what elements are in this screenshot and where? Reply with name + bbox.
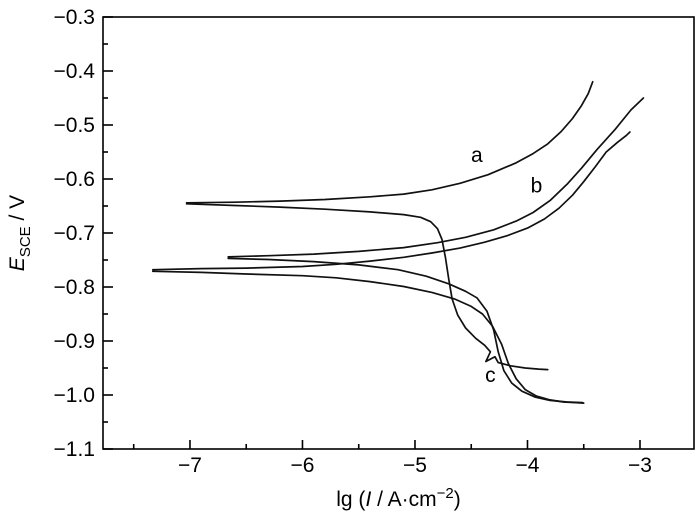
curve-b-anodic (227, 97, 645, 258)
x-tick-label: −7 (178, 454, 202, 477)
y-axis-title: ESCE / V (6, 195, 34, 271)
curve-label-b: b (531, 174, 543, 197)
y-tick-label: −0.3 (54, 6, 95, 29)
curve-label-a: a (471, 144, 483, 167)
y-tick-label: −1.1 (54, 438, 95, 461)
curve-a-cathodic (185, 202, 549, 371)
curve-b-cathodic (227, 257, 584, 404)
x-tick-label: −6 (290, 454, 314, 477)
x-tick-label: −4 (516, 454, 540, 477)
y-tick-label: −0.4 (54, 60, 96, 83)
x-tick-label: −5 (403, 454, 427, 477)
y-tick-label: −0.5 (54, 114, 95, 137)
y-tick-label: −0.8 (54, 276, 95, 299)
y-tick-label: −1.0 (54, 384, 95, 407)
curve-label-c: c (485, 364, 496, 387)
x-axis-title: lg (I / A·cm−2) (336, 485, 460, 511)
curve-a-anodic (185, 80, 594, 204)
y-tick-label: −0.9 (54, 330, 95, 353)
y-tick-label: −0.7 (54, 222, 95, 245)
curve-c-cathodic (151, 270, 585, 404)
y-tick-label: −0.6 (54, 168, 95, 191)
curve-c-anodic (151, 131, 631, 271)
axis-box (102, 16, 695, 450)
x-tick-label: −3 (628, 454, 652, 477)
